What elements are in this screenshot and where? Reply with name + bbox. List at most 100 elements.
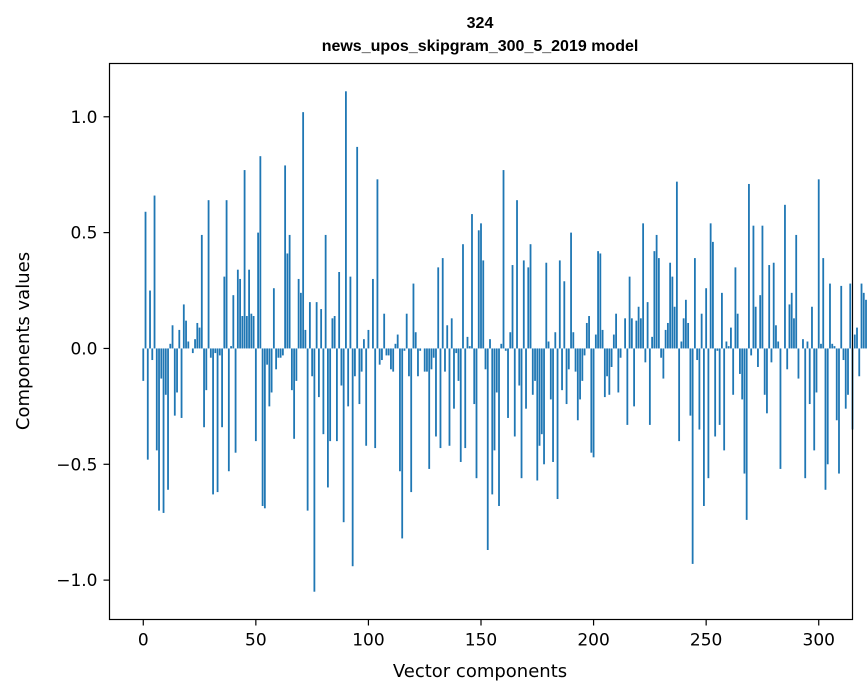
bar <box>282 348 284 355</box>
bar <box>309 302 311 348</box>
bar <box>338 272 340 348</box>
bar <box>595 335 597 349</box>
bar <box>458 348 460 380</box>
bar <box>462 244 464 348</box>
bar <box>559 260 561 348</box>
bar <box>361 348 363 371</box>
bar <box>566 348 568 404</box>
bar <box>507 348 509 418</box>
bar <box>849 284 851 349</box>
bar <box>687 323 689 348</box>
bar <box>658 258 660 348</box>
bar <box>390 348 392 369</box>
bar <box>798 348 800 378</box>
bar <box>329 348 331 441</box>
bar <box>669 263 671 349</box>
bar <box>606 348 608 376</box>
bar <box>199 328 201 349</box>
bar <box>401 348 403 538</box>
bar <box>169 344 171 349</box>
bar <box>386 348 388 355</box>
bar <box>293 348 295 438</box>
bar <box>500 344 502 349</box>
bar <box>160 348 162 378</box>
bar <box>142 348 144 380</box>
bar <box>793 318 795 348</box>
bar <box>316 302 318 348</box>
bar <box>831 344 833 349</box>
bar <box>332 318 334 348</box>
bar <box>444 348 446 371</box>
bar <box>723 348 725 450</box>
y-axis-label: Components values <box>13 252 34 430</box>
bar <box>762 226 764 349</box>
bar <box>264 348 266 508</box>
bar <box>834 346 836 348</box>
bar <box>453 348 455 408</box>
bar <box>469 346 471 348</box>
bar <box>505 348 507 350</box>
bar <box>653 251 655 348</box>
x-axis-label: Vector components <box>393 661 567 682</box>
bar <box>395 344 397 349</box>
bar <box>181 348 183 418</box>
bar <box>590 348 592 452</box>
bar <box>392 348 394 371</box>
bar <box>593 348 595 457</box>
bar <box>638 307 640 349</box>
bar <box>840 286 842 349</box>
bar <box>307 348 309 510</box>
bar <box>748 184 750 348</box>
bar <box>289 235 291 349</box>
bar <box>503 170 505 348</box>
bar <box>642 223 644 348</box>
bar <box>257 233 259 349</box>
bar <box>165 348 167 394</box>
bar <box>802 339 804 348</box>
bar <box>417 348 419 376</box>
bar <box>196 323 198 348</box>
bar <box>428 348 430 468</box>
bar <box>219 348 221 355</box>
bar <box>759 295 761 348</box>
bar <box>426 348 428 371</box>
bar <box>708 348 710 478</box>
bar <box>714 348 716 436</box>
bar <box>521 348 523 478</box>
bar <box>861 284 863 349</box>
bar <box>548 342 550 349</box>
x-tick-label: 150 <box>465 631 497 651</box>
bar <box>813 348 815 450</box>
x-tick-label: 50 <box>245 631 267 651</box>
bar <box>194 339 196 348</box>
bar <box>406 314 408 349</box>
bar <box>273 288 275 348</box>
bar <box>359 348 361 404</box>
bar <box>201 235 203 349</box>
bar <box>347 348 349 406</box>
bar <box>608 348 610 394</box>
bar <box>523 260 525 348</box>
bar <box>368 330 370 349</box>
bar <box>525 348 527 408</box>
bar <box>410 348 412 492</box>
bar <box>356 147 358 349</box>
bar <box>223 277 225 349</box>
bar <box>280 348 282 357</box>
bar <box>437 267 439 348</box>
y-tick-label: −1.0 <box>56 571 97 591</box>
bar <box>656 235 658 349</box>
bar <box>775 325 777 348</box>
bar <box>780 348 782 468</box>
bar <box>730 328 732 349</box>
bar <box>327 348 329 487</box>
bar <box>651 337 653 349</box>
bar <box>604 348 606 397</box>
bar <box>496 348 498 392</box>
bar <box>491 348 493 494</box>
bar <box>586 323 588 348</box>
bar <box>692 348 694 563</box>
bar <box>480 223 482 348</box>
bar <box>163 348 165 512</box>
bar <box>739 348 741 373</box>
